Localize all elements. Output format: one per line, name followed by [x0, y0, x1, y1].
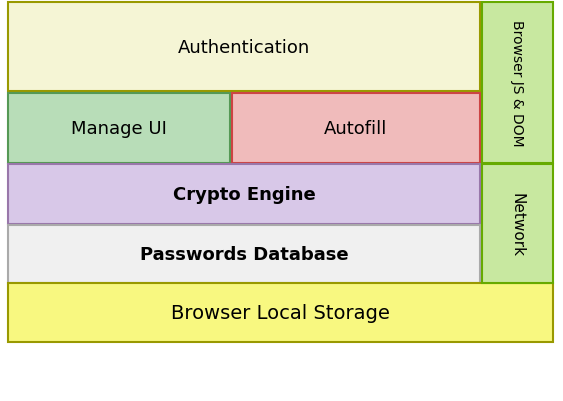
Text: Crypto Engine: Crypto Engine [173, 186, 315, 204]
Text: Manage UI: Manage UI [71, 119, 167, 138]
Bar [8, 3, 480, 92]
Bar [8, 225, 480, 284]
Text: Browser Local Storage: Browser Local Storage [171, 303, 390, 322]
Text: Network: Network [510, 192, 525, 256]
Bar [482, 3, 553, 164]
Bar [8, 165, 480, 225]
Bar [232, 93, 480, 164]
Text: Authentication: Authentication [178, 39, 310, 57]
Text: Browser JS & DOM: Browser JS & DOM [511, 20, 525, 147]
Text: Autofill: Autofill [324, 119, 388, 138]
Text: Passwords Database: Passwords Database [140, 245, 348, 263]
Bar [8, 284, 553, 342]
Bar [8, 93, 230, 164]
Bar [482, 165, 553, 284]
